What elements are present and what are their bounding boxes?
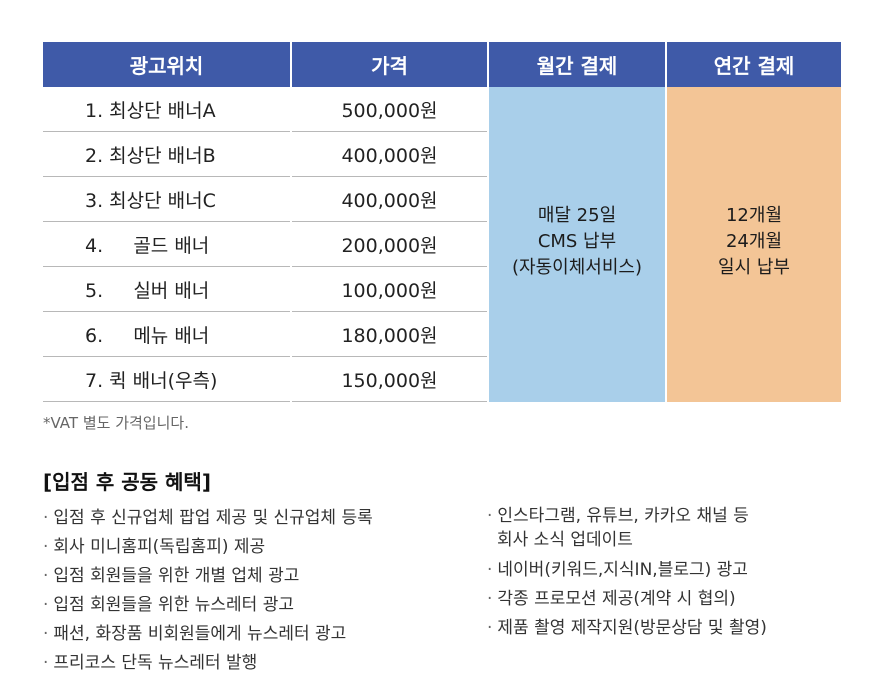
list-item: · 회사 미니홈피(독립홈피) 제공 (43, 533, 373, 562)
benefit-text: 입점 회원들을 위한 개별 업체 광고 (53, 566, 300, 586)
row-price: 400,000원 (292, 177, 487, 222)
benefit-text-line2: 회사 소식 업데이트 (497, 530, 633, 550)
monthly-payment-info: 매달 25일 CMS 납부 (자동이체서비스) (489, 87, 665, 402)
benefit-text: 각종 프로모션 제공(계약 시 협의) (497, 589, 736, 609)
row-name: 6. 메뉴 배너 (43, 312, 290, 357)
benefit-text: 입점 회원들을 위한 뉴스레터 광고 (53, 595, 294, 615)
monthly-line: CMS 납부 (537, 230, 617, 252)
row-name: 5. 실버 배너 (43, 267, 290, 312)
row-price: 150,000원 (292, 357, 487, 402)
bullet: · (43, 595, 49, 615)
bullet: · (487, 589, 493, 609)
yearly-payment-info: 12개월 24개월 일시 납부 (667, 87, 841, 402)
bullet: · (43, 508, 49, 528)
row-name: 4. 골드 배너 (43, 222, 290, 267)
list-item: · 네이버(키워드,지식IN,블로그) 광고 (487, 556, 767, 585)
yearly-line: 24개월 (725, 230, 783, 252)
list-item: · 제품 촬영 제작지원(방문상담 및 촬영) (487, 614, 767, 643)
list-item: · 각종 프로모션 제공(계약 시 협의) (487, 585, 767, 614)
benefit-text: 회사 미니홈피(독립홈피) 제공 (53, 537, 266, 557)
bullet: · (487, 560, 493, 580)
header-yearly-payment: 연간 결제 (667, 42, 841, 87)
benefit-text: 제품 촬영 제작지원(방문상담 및 촬영) (497, 618, 767, 638)
list-item: · 입점 후 신규업체 팝업 제공 및 신규업체 등록 (43, 504, 373, 533)
bullet: · (43, 624, 49, 644)
header-ad-position: 광고위치 (43, 42, 290, 87)
benefit-text: 입점 후 신규업체 팝업 제공 및 신규업체 등록 (53, 508, 373, 528)
row-price: 100,000원 (292, 267, 487, 312)
row-price: 400,000원 (292, 132, 487, 177)
bullet: · (43, 566, 49, 586)
monthly-line: 매달 25일 (537, 204, 617, 226)
row-name: 1. 최상단 배너A (43, 87, 290, 132)
bullet: · (43, 537, 49, 557)
row-name: 3. 최상단 배너C (43, 177, 290, 222)
header-price: 가격 (292, 42, 487, 87)
benefits-list-left: · 입점 후 신규업체 팝업 제공 및 신규업체 등록 · 회사 미니홈피(독립홈피… (43, 504, 373, 678)
row-price: 500,000원 (292, 87, 487, 132)
monthly-line: (자동이체서비스) (512, 256, 642, 278)
benefit-text: 패션, 화장품 비회원들에게 뉴스레터 광고 (53, 624, 347, 644)
benefit-text: 인스타그램, 유튜브, 카카오 채널 등 (497, 506, 749, 526)
list-item: · 입점 회원들을 위한 개별 업체 광고 (43, 562, 373, 591)
vat-note: *VAT 별도 가격입니다. (43, 414, 189, 432)
row-name: 7. 퀵 배너(우측) (43, 357, 290, 402)
yearly-line: 일시 납부 (718, 256, 790, 278)
yearly-line: 12개월 (725, 204, 783, 226)
bullet: · (487, 618, 493, 638)
list-item: · 프리코스 단독 뉴스레터 발행 (43, 649, 373, 678)
ad-price-table: 광고위치 가격 월간 결제 연간 결제 1. 최상단 배너A 500,000원 … (43, 42, 841, 402)
row-name: 2. 최상단 배너B (43, 132, 290, 177)
benefits-list-right: · 인스타그램, 유튜브, 카카오 채널 등 회사 소식 업데이트 · 네이버(키워드… (487, 504, 767, 643)
list-item: · 패션, 화장품 비회원들에게 뉴스레터 광고 (43, 620, 373, 649)
row-price: 200,000원 (292, 222, 487, 267)
bullet: · (487, 506, 493, 526)
header-monthly-payment: 월간 결제 (489, 42, 665, 87)
bullet: · (43, 653, 49, 673)
row-price: 180,000원 (292, 312, 487, 357)
benefits-title: [입점 후 공동 혜택] (43, 470, 211, 494)
benefit-text: 네이버(키워드,지식IN,블로그) 광고 (497, 560, 748, 580)
list-item: · 입점 회원들을 위한 뉴스레터 광고 (43, 591, 373, 620)
benefit-text: 프리코스 단독 뉴스레터 발행 (53, 653, 258, 673)
